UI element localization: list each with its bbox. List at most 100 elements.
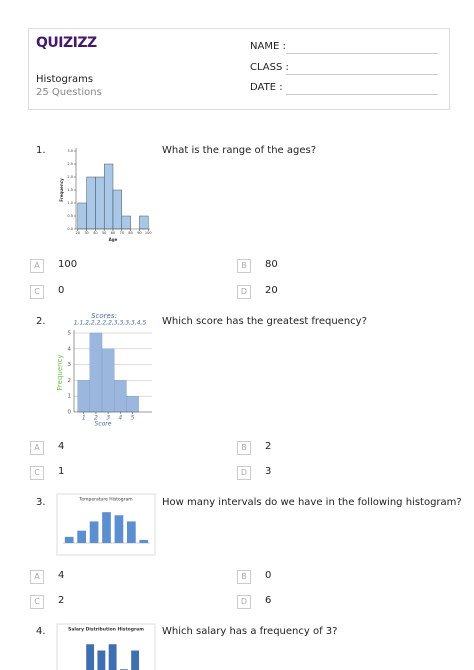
y-tick-label: 5 (68, 331, 72, 337)
x-tick-label: 40 (93, 231, 97, 235)
y-axis-label: Frequency (59, 178, 64, 202)
option-letter: D (237, 466, 251, 480)
bar (112, 189, 123, 230)
x-tick-label: 20 (76, 231, 80, 235)
y-tick-label: 4 (68, 346, 72, 352)
x-tick-label: 60 (111, 231, 115, 235)
bar (114, 515, 124, 543)
option-text: 1 (58, 466, 65, 477)
bar (77, 530, 86, 543)
question-number: 3. (36, 497, 46, 508)
option-letter: A (30, 441, 44, 455)
y-tick-label: 3 (68, 362, 72, 368)
option-letter: C (30, 285, 44, 299)
x-tick-label: 2 (94, 415, 98, 422)
bar (86, 644, 95, 670)
bar (127, 521, 136, 543)
bar (77, 380, 91, 413)
x-tick-label: 100 (145, 231, 152, 235)
bar (64, 536, 74, 543)
y-tick-label: 2.5 (67, 162, 73, 166)
option-text: 4 (58, 441, 65, 452)
option-text: 100 (58, 259, 78, 270)
bar (89, 521, 99, 543)
logo: QUIZIZZ (36, 35, 97, 51)
field-label: CLASS : (250, 61, 289, 73)
bar (139, 215, 149, 230)
bar (95, 176, 105, 230)
chart-title: Salary Distribution Histogram (68, 627, 144, 633)
x-axis-label: Age (109, 237, 118, 242)
option-text: 2 (58, 595, 65, 606)
chart-title: Scores: (91, 312, 117, 320)
bar (102, 512, 111, 543)
option-text: 2 (265, 441, 272, 452)
question-number: 4. (36, 626, 46, 637)
option-text: 3 (265, 466, 272, 477)
x-tick-label: 4 (118, 415, 122, 422)
x-tick-label: 1 (82, 415, 86, 422)
option-letter: C (30, 466, 44, 480)
field-label: DATE : (250, 82, 283, 93)
y-tick-label: 1.5 (67, 188, 73, 192)
y-tick-label: 1.0 (67, 201, 73, 205)
bar (139, 539, 149, 543)
option-letter: B (237, 570, 251, 584)
subtitle: 25 Questions (36, 87, 102, 98)
option-letter: B (237, 259, 251, 273)
bar (121, 215, 131, 230)
chart-subtitle: 1,1,2,2,2,2,2,3,3,3,3,4,5 (74, 320, 147, 327)
field-label: NAME : (250, 41, 286, 52)
option-text: 20 (265, 285, 278, 296)
chart-title: Temperature Histogram (78, 497, 132, 503)
option-letter: C (30, 595, 44, 609)
y-tick-label: 2 (68, 378, 72, 384)
y-tick-label: 1 (68, 394, 72, 400)
y-tick-label: 0.0 (67, 227, 73, 231)
question-number: 1. (36, 145, 46, 156)
bar (101, 348, 115, 413)
bar (108, 644, 117, 670)
question-text: How many intervals do we have in the fol… (162, 497, 462, 508)
x-tick-label: 3 (106, 415, 110, 422)
y-tick-label: 0.5 (67, 214, 73, 218)
y-tick-label: 0 (68, 410, 72, 416)
y-tick-label: 2.0 (67, 175, 73, 179)
bar (86, 176, 96, 230)
bar (126, 396, 139, 413)
option-text: 80 (265, 259, 278, 270)
x-tick-label: 70 (120, 231, 124, 235)
title: Histograms (36, 74, 94, 85)
option-text: 6 (265, 595, 272, 606)
x-tick-label: 30 (84, 231, 88, 235)
option-letter: D (237, 595, 251, 609)
question-text: Which score has the greatest frequency? (162, 316, 367, 327)
bar (97, 650, 106, 670)
question-number: 2. (36, 316, 46, 327)
option-letter: A (30, 570, 44, 584)
field-line (286, 53, 438, 54)
x-tick-label: 90 (137, 231, 141, 235)
bar (103, 163, 114, 230)
bar (89, 332, 103, 413)
bar (77, 202, 87, 230)
option-text: 4 (58, 570, 65, 581)
header-box (28, 28, 450, 110)
option-letter: A (30, 259, 44, 273)
option-text: 0 (265, 570, 272, 581)
question-text: What is the range of the ages? (162, 145, 317, 156)
x-tick-label: 50 (102, 231, 106, 235)
x-tick-label: 80 (128, 231, 132, 235)
option-text: 0 (58, 285, 65, 296)
x-axis-label: Score (95, 421, 112, 428)
y-axis-label: Frequency (56, 354, 64, 390)
option-letter: D (237, 285, 251, 299)
bar (131, 650, 140, 670)
x-tick-label: 5 (131, 415, 135, 422)
bar (114, 380, 127, 413)
option-letter: B (237, 441, 251, 455)
field-line (286, 94, 438, 95)
question-text: Which salary has a frequency of 3? (162, 626, 338, 637)
